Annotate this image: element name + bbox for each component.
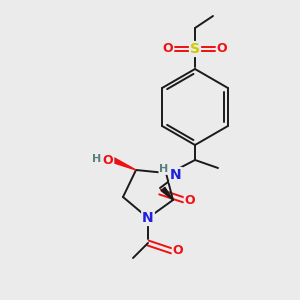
Text: H: H <box>159 164 169 174</box>
Text: O: O <box>103 154 113 166</box>
Text: N: N <box>170 168 182 182</box>
Polygon shape <box>161 187 173 200</box>
Polygon shape <box>112 158 136 170</box>
Text: H: H <box>92 154 102 164</box>
Text: S: S <box>190 42 200 56</box>
Text: N: N <box>142 211 154 225</box>
Text: O: O <box>173 244 183 257</box>
Text: O: O <box>185 194 195 206</box>
Text: O: O <box>163 43 173 56</box>
Text: O: O <box>217 43 227 56</box>
